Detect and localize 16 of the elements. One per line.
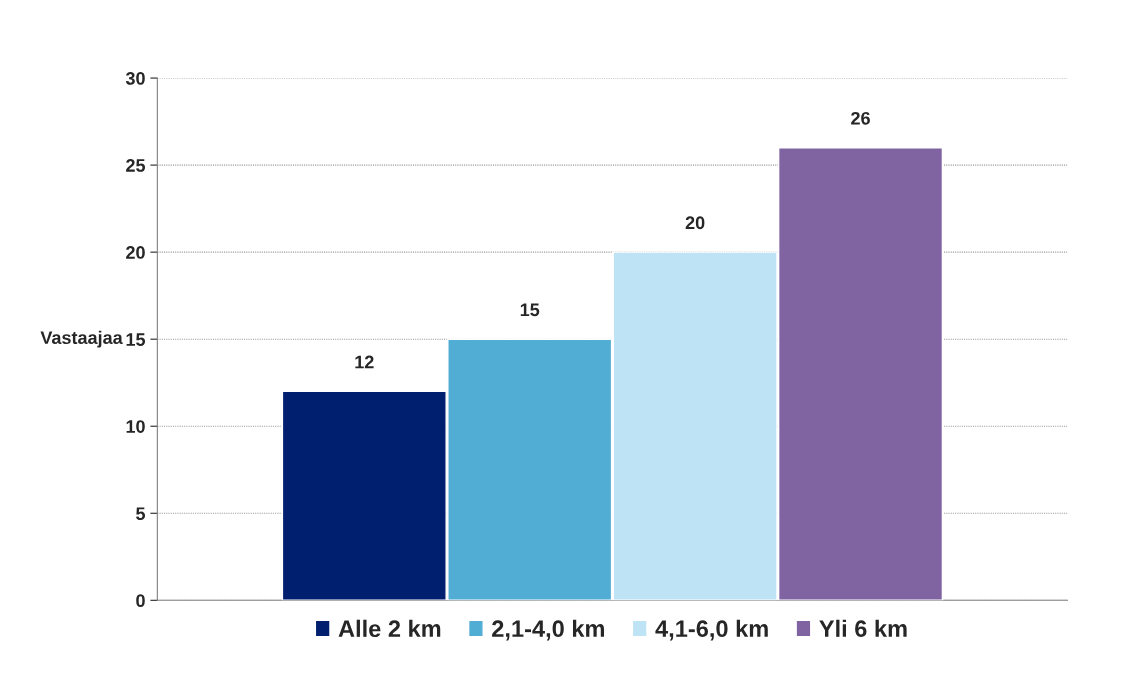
data-label: 20 bbox=[685, 216, 705, 230]
y-tick-label: 15 bbox=[126, 333, 146, 346]
y-tick-label: 10 bbox=[126, 420, 145, 433]
y-tick-label: 0 bbox=[136, 594, 145, 608]
y-tick-label: 20 bbox=[126, 246, 145, 259]
legend-label: Alle 2 km bbox=[338, 619, 441, 638]
legend-label: 2,1-4,0 km bbox=[492, 619, 605, 641]
data-label: 12 bbox=[355, 355, 374, 369]
y-tick-label: 30 bbox=[125, 72, 145, 85]
y-tick-label: 25 bbox=[126, 159, 146, 172]
legend-label: 4,1-6,0 km bbox=[655, 619, 768, 641]
data-label: 15 bbox=[520, 303, 540, 317]
y-axis-title: Vastaajaa bbox=[40, 330, 123, 348]
legend-label: Yli 6 km bbox=[819, 619, 907, 638]
y-tick-label: 5 bbox=[136, 507, 146, 520]
data-label: 26 bbox=[851, 111, 870, 125]
